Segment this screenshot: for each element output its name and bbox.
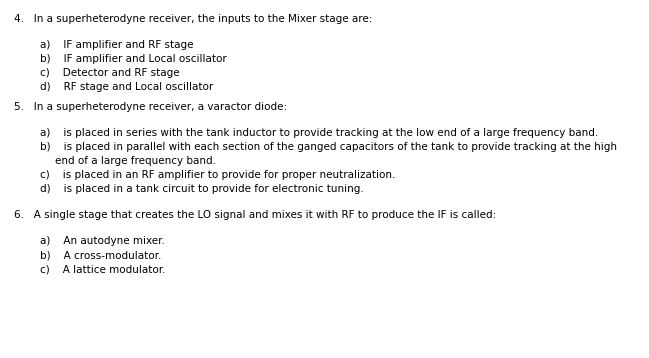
Text: c)    is placed in an RF amplifier to provide for proper neutralization.: c) is placed in an RF amplifier to provi…: [40, 170, 395, 180]
Text: 5.   In a superheterodyne receiver, a varactor diode:: 5. In a superheterodyne receiver, a vara…: [14, 102, 287, 112]
Text: 6.   A single stage that creates the LO signal and mixes it with RF to produce t: 6. A single stage that creates the LO si…: [14, 210, 496, 220]
Text: b)    A cross-modulator.: b) A cross-modulator.: [40, 250, 162, 260]
Text: b)    IF amplifier and Local oscillator: b) IF amplifier and Local oscillator: [40, 54, 227, 64]
Text: d)    is placed in a tank circuit to provide for electronic tuning.: d) is placed in a tank circuit to provid…: [40, 184, 363, 194]
Text: b)    is placed in parallel with each section of the ganged capacitors of the ta: b) is placed in parallel with each secti…: [40, 142, 617, 152]
Text: c)    A lattice modulator.: c) A lattice modulator.: [40, 264, 165, 274]
Text: d)    RF stage and Local oscillator: d) RF stage and Local oscillator: [40, 82, 214, 92]
Text: a)    IF amplifier and RF stage: a) IF amplifier and RF stage: [40, 40, 193, 50]
Text: 4.   In a superheterodyne receiver, the inputs to the Mixer stage are:: 4. In a superheterodyne receiver, the in…: [14, 14, 373, 24]
Text: c)    Detector and RF stage: c) Detector and RF stage: [40, 68, 180, 78]
Text: end of a large frequency band.: end of a large frequency band.: [55, 156, 216, 166]
Text: a)    is placed in series with the tank inductor to provide tracking at the low : a) is placed in series with the tank ind…: [40, 128, 598, 138]
Text: a)    An autodyne mixer.: a) An autodyne mixer.: [40, 236, 165, 246]
